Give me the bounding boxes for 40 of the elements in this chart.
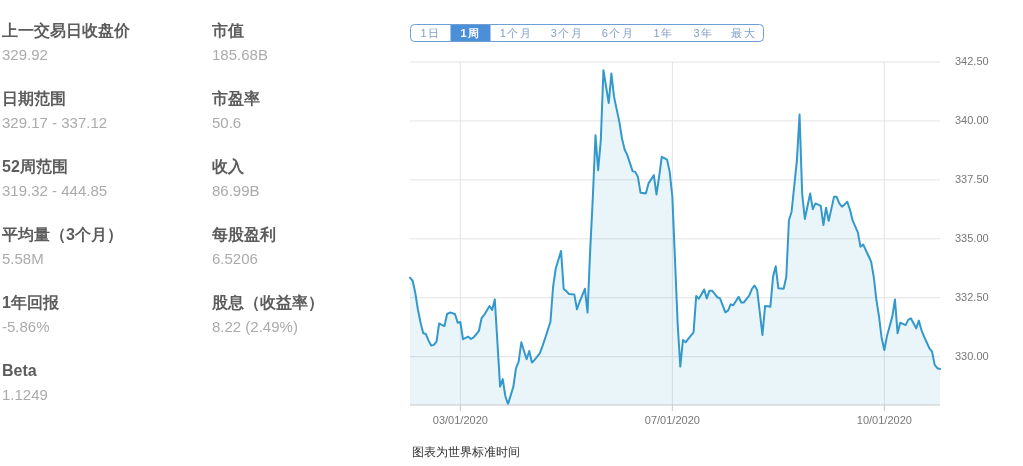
y-tick-label: 340.00 [955,113,989,126]
text: 50.6 [212,114,242,131]
text: 图表为世界标准时间 [412,445,520,459]
y-tick-label: 330.00 [955,349,989,362]
text: 1年 [653,27,674,39]
x-tick-label: 03/01/2020 [432,414,488,426]
text: 平均量（3个月） [1,226,123,244]
text: 86.99B [212,182,260,199]
text: 股息（收益率） [211,293,324,312]
y-tick-label: 342.50 [955,54,989,67]
text: 3个月 [550,27,584,39]
text: 日期范围 [2,90,66,107]
x-tick-label: 10/01/2020 [856,414,912,426]
text: 52周范围 [2,158,68,175]
text: 319.32 - 444.85 [2,182,108,199]
text: 5.58M [2,250,44,267]
text: 6个月 [601,27,635,39]
text: 1年回报 [2,294,60,311]
text: 8.22 (2.49%) [212,318,298,335]
text: 每股盈利 [211,226,276,243]
text: 1日 [420,27,441,39]
x-tick-label: 07/01/2020 [644,414,700,426]
text: 329.17 - 337.12 [2,114,108,131]
text: 3年 [693,27,714,39]
text: 185.68B [212,46,268,63]
text: Beta [2,362,37,379]
text: 1个月 [499,27,533,39]
text: 1周 [460,27,481,39]
text: 1.1249 [2,386,48,403]
text: 6.5206 [212,250,258,267]
text: 收入 [212,158,245,175]
text: -5.86% [2,318,50,335]
text: 市盈率 [211,89,260,107]
text: 上一交易日收盘价 [1,21,131,39]
text: 市值 [211,22,244,39]
text: 最大 [731,27,756,39]
text: 329.92 [2,46,48,63]
y-tick-label: 337.50 [955,172,989,185]
y-tick-label: 332.50 [955,290,989,303]
y-tick-label: 335.00 [955,231,989,244]
